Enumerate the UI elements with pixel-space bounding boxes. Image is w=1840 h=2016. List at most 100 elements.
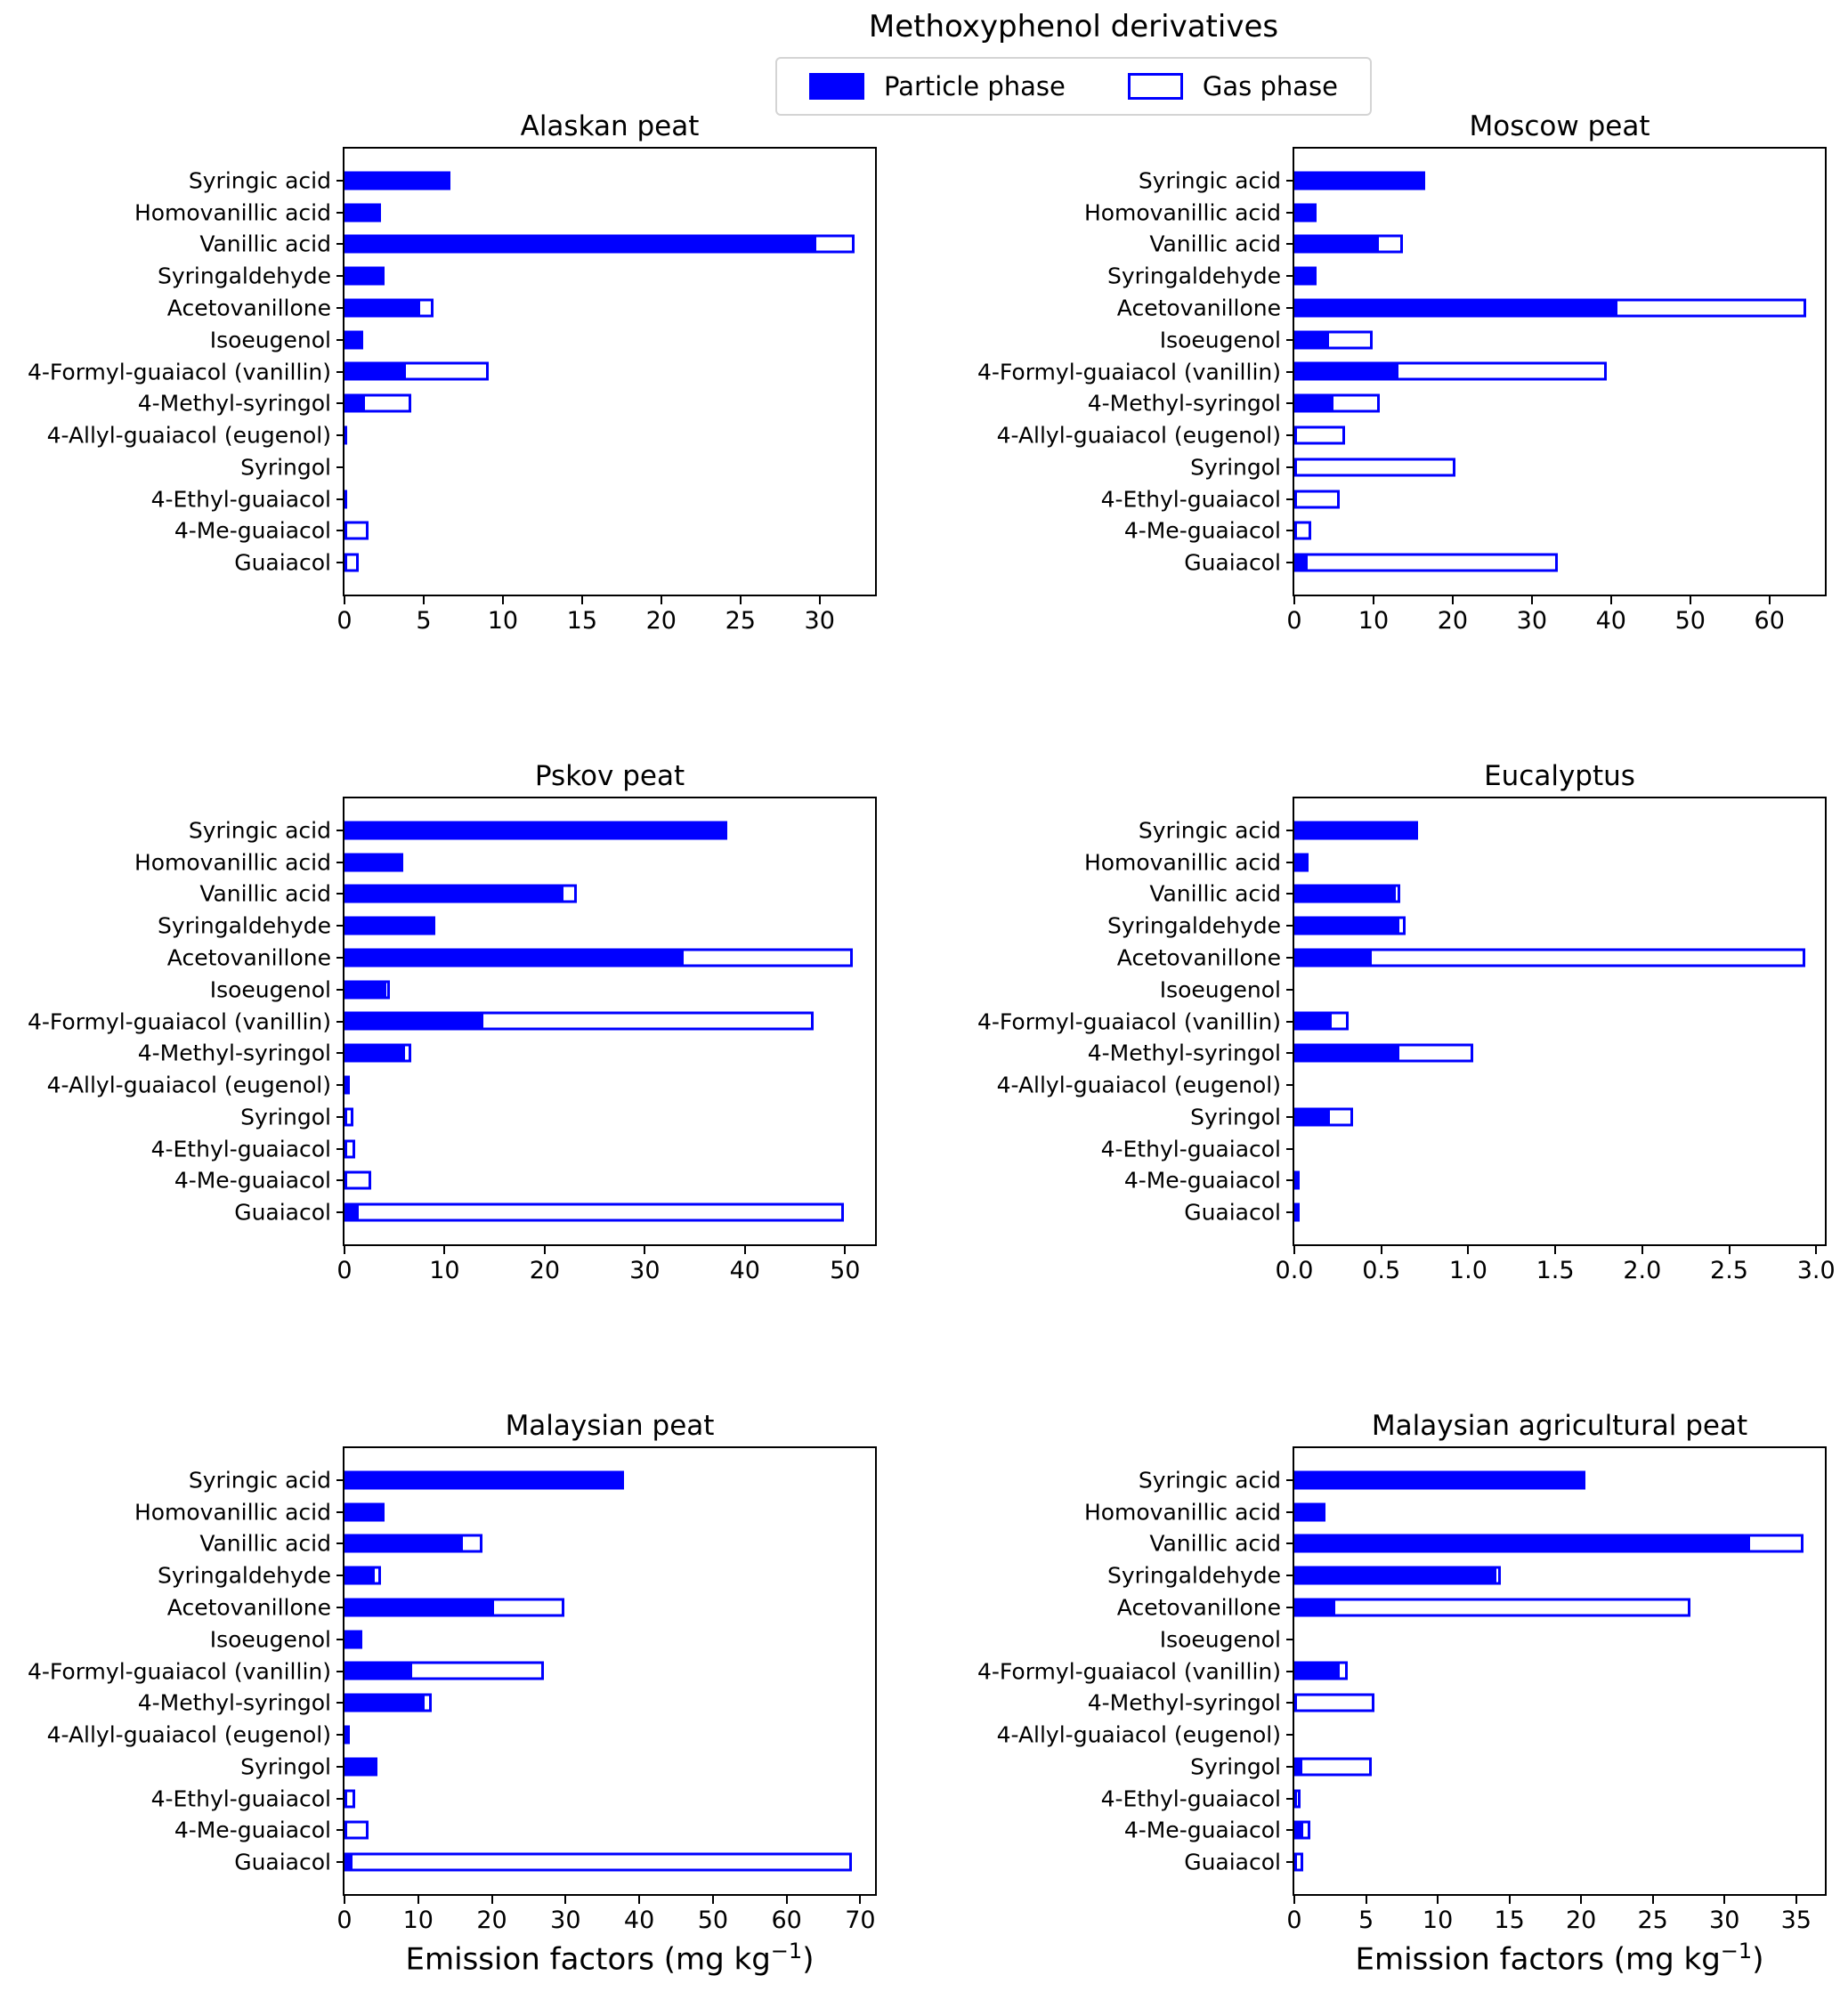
bar-gas-phase bbox=[1375, 234, 1403, 254]
y-tick-mark bbox=[1286, 1702, 1294, 1704]
x-tick-label: 2.0 bbox=[1623, 1257, 1662, 1284]
bar-row bbox=[1294, 1559, 1825, 1591]
bar-row bbox=[1294, 1687, 1825, 1719]
x-tick-mark bbox=[1372, 596, 1374, 604]
category-label: 4-Allyl-guaiacol (eugenol) bbox=[996, 1721, 1281, 1748]
category-label: 4-Formyl-guaiacol (vanillin) bbox=[977, 1008, 1281, 1034]
bar-row bbox=[344, 878, 875, 910]
category-label: 4-Me-guaiacol bbox=[1123, 1817, 1281, 1843]
y-tick-mark bbox=[336, 988, 344, 991]
x-tick-label: 10 bbox=[487, 607, 519, 635]
bar-particle-phase bbox=[1294, 1820, 1301, 1840]
bar-gas-phase bbox=[680, 948, 854, 968]
subplot-grid: Alaskan peat Syringic acid Homovanillic a… bbox=[0, 76, 1840, 2016]
x-tick-label: 50 bbox=[1674, 607, 1706, 635]
bar-row bbox=[344, 547, 875, 579]
category-label: Homovanillic acid bbox=[134, 1499, 331, 1526]
x-tick-mark bbox=[1437, 1896, 1439, 1904]
category-label: Guaiacol bbox=[1184, 1199, 1281, 1226]
bar-gas-phase bbox=[1395, 361, 1608, 381]
x-tick-mark bbox=[859, 1896, 862, 1904]
category-label: Syringaldehyde bbox=[157, 263, 331, 289]
bar-particle-phase bbox=[344, 234, 814, 254]
category-label: Syringic acid bbox=[1138, 167, 1281, 194]
x-tick-mark bbox=[1508, 1896, 1511, 1904]
bar-gas-phase bbox=[344, 553, 359, 572]
y-tick-mark bbox=[336, 1020, 344, 1023]
bar-row bbox=[344, 1623, 875, 1656]
y-tick-mark bbox=[336, 275, 344, 278]
y-tick-mark bbox=[1286, 1797, 1294, 1800]
bar-gas-phase bbox=[1294, 1789, 1301, 1809]
x-tick-mark bbox=[422, 596, 425, 604]
category-label: Vanillic acid bbox=[199, 1530, 331, 1557]
bar-gas-phase bbox=[1330, 393, 1381, 413]
y-tick-mark bbox=[336, 306, 344, 309]
bar-gas-phase bbox=[421, 1693, 432, 1712]
bar-particle-phase bbox=[344, 1470, 624, 1490]
bar-particle-phase bbox=[1294, 266, 1311, 286]
bar-particle-phase bbox=[344, 298, 417, 318]
x-tick-mark bbox=[1728, 1246, 1731, 1254]
y-tick-mark bbox=[1286, 1179, 1294, 1182]
x-tick-label: 30 bbox=[1516, 607, 1548, 635]
x-tick-mark bbox=[739, 596, 742, 604]
bar-gas-phase bbox=[1294, 1202, 1300, 1222]
category-label: 4-Methyl-syringol bbox=[1087, 390, 1281, 417]
y-tick-mark bbox=[336, 1052, 344, 1055]
category-label: Guaiacol bbox=[234, 1849, 331, 1875]
bar-row bbox=[344, 1815, 875, 1847]
x-tick-mark bbox=[1689, 596, 1691, 604]
bar-row bbox=[344, 292, 875, 324]
bar-row bbox=[344, 1846, 875, 1878]
subplot-pskov-peat: Pskov peat Syringic acid Homovanillic aci… bbox=[0, 725, 920, 1375]
bar-particle-phase bbox=[1294, 1011, 1330, 1031]
bar-row bbox=[1294, 515, 1825, 547]
category-label: 4-Ethyl-guaiacol bbox=[1100, 1785, 1281, 1812]
bar-gas-phase bbox=[1301, 1820, 1310, 1840]
category-label: 4-Methyl-syringol bbox=[137, 1689, 331, 1716]
x-tick-label: 25 bbox=[1637, 1907, 1668, 1934]
category-label: Vanillic acid bbox=[1149, 231, 1281, 257]
bar-particle-phase bbox=[1294, 1757, 1301, 1777]
bar-row bbox=[344, 974, 875, 1006]
bar-particle-phase bbox=[1294, 884, 1394, 903]
x-tick-label: 0.5 bbox=[1362, 1257, 1401, 1284]
bar-gas-phase bbox=[1294, 521, 1311, 540]
bar-particle-phase bbox=[344, 1566, 372, 1585]
x-tick-mark bbox=[638, 1896, 641, 1904]
plot-area: Syringic acid Homovanillic acid Vanillic a… bbox=[977, 147, 1827, 635]
x-tick-mark bbox=[1451, 596, 1454, 604]
x-tick-label: 2.5 bbox=[1710, 1257, 1748, 1284]
bar-row bbox=[1294, 1623, 1825, 1656]
y-tick-mark bbox=[336, 1638, 344, 1640]
bar-row bbox=[344, 165, 875, 197]
x-tick-mark bbox=[1293, 1896, 1295, 1904]
x-tick-mark bbox=[1641, 1246, 1643, 1254]
bar-row bbox=[1294, 1101, 1825, 1133]
bar-row bbox=[344, 1527, 875, 1559]
bar-row bbox=[344, 324, 875, 356]
y-tick-mark bbox=[1286, 1052, 1294, 1055]
y-tick-mark bbox=[1286, 466, 1294, 468]
category-label: 4-Formyl-guaiacol (vanillin) bbox=[977, 359, 1281, 385]
category-label: 4-Me-guaiacol bbox=[174, 1167, 331, 1194]
bar-particle-phase bbox=[344, 1502, 385, 1522]
bar-particle-phase bbox=[344, 171, 451, 190]
bar-row bbox=[344, 1719, 875, 1751]
x-tick-label: 10 bbox=[1422, 1907, 1454, 1934]
y-tick-mark bbox=[336, 1702, 344, 1704]
x-tick-label: 10 bbox=[1358, 607, 1390, 635]
category-label: Syringol bbox=[240, 454, 331, 481]
x-tick-mark bbox=[344, 1896, 345, 1904]
y-tick-mark bbox=[336, 179, 344, 182]
y-tick-mark bbox=[336, 530, 344, 532]
bar-gas-phase bbox=[1493, 1566, 1501, 1585]
bar-particle-phase bbox=[344, 821, 727, 840]
x-tick-mark bbox=[344, 1246, 345, 1254]
y-tick-mark bbox=[336, 1147, 344, 1150]
y-tick-mark bbox=[1286, 275, 1294, 278]
y-tick-mark bbox=[1286, 1211, 1294, 1214]
y-tick-mark bbox=[1286, 925, 1294, 927]
bar-row bbox=[1294, 1591, 1825, 1623]
